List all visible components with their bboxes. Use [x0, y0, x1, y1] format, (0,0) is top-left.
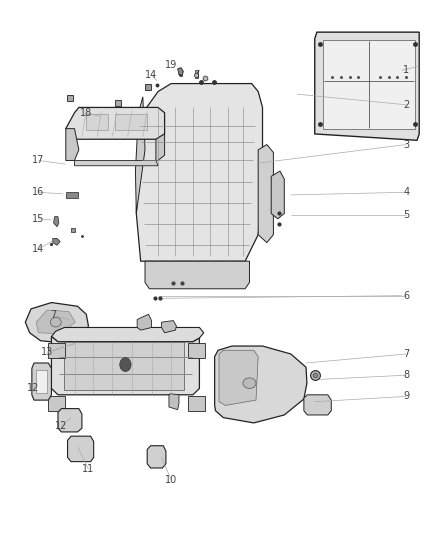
Text: 12: 12 [55, 421, 67, 431]
Polygon shape [115, 114, 147, 130]
Text: 2: 2 [403, 100, 409, 110]
Text: 9: 9 [403, 391, 409, 401]
Text: 16: 16 [32, 187, 45, 197]
Ellipse shape [243, 378, 256, 389]
Polygon shape [137, 314, 152, 330]
Polygon shape [136, 84, 262, 261]
Polygon shape [53, 238, 60, 245]
Text: 19: 19 [165, 60, 177, 70]
Text: 15: 15 [32, 214, 45, 224]
Polygon shape [48, 343, 65, 358]
Polygon shape [66, 128, 79, 160]
Text: 8: 8 [403, 370, 409, 380]
Text: 14: 14 [145, 70, 158, 79]
Text: 13: 13 [41, 348, 53, 358]
Text: 7: 7 [403, 349, 409, 359]
Text: 11: 11 [82, 464, 95, 474]
Polygon shape [48, 397, 65, 411]
Polygon shape [215, 346, 307, 423]
Polygon shape [53, 216, 59, 227]
Polygon shape [219, 350, 258, 406]
Polygon shape [51, 336, 199, 395]
Polygon shape [51, 327, 204, 342]
Polygon shape [66, 108, 165, 139]
Text: 1: 1 [403, 66, 409, 75]
Text: 14: 14 [32, 244, 45, 254]
Polygon shape [66, 192, 78, 198]
Polygon shape [315, 32, 419, 140]
Text: 12: 12 [27, 383, 39, 393]
Polygon shape [323, 39, 415, 128]
Polygon shape [32, 363, 51, 400]
Text: 7: 7 [50, 310, 57, 320]
Polygon shape [67, 436, 94, 462]
Polygon shape [187, 343, 205, 358]
Polygon shape [86, 114, 108, 130]
Text: 5: 5 [403, 209, 409, 220]
Polygon shape [271, 171, 284, 219]
Polygon shape [187, 397, 205, 411]
Polygon shape [36, 370, 47, 393]
Polygon shape [135, 97, 145, 214]
Text: 3: 3 [403, 140, 409, 150]
Polygon shape [74, 160, 158, 166]
Text: 6: 6 [403, 290, 409, 301]
Polygon shape [304, 395, 331, 415]
Polygon shape [162, 320, 177, 333]
Polygon shape [64, 342, 184, 390]
Text: 17: 17 [32, 156, 45, 165]
Polygon shape [25, 303, 88, 343]
Polygon shape [169, 394, 179, 410]
Polygon shape [58, 409, 82, 432]
Circle shape [120, 358, 131, 372]
Text: 4: 4 [403, 187, 409, 197]
Ellipse shape [50, 317, 61, 327]
Polygon shape [36, 310, 75, 334]
Polygon shape [156, 134, 165, 160]
Text: 18: 18 [80, 108, 92, 118]
Polygon shape [145, 261, 250, 289]
Polygon shape [147, 446, 166, 468]
Text: 10: 10 [165, 475, 177, 484]
Polygon shape [178, 68, 184, 77]
Polygon shape [258, 144, 273, 243]
Polygon shape [195, 70, 198, 78]
